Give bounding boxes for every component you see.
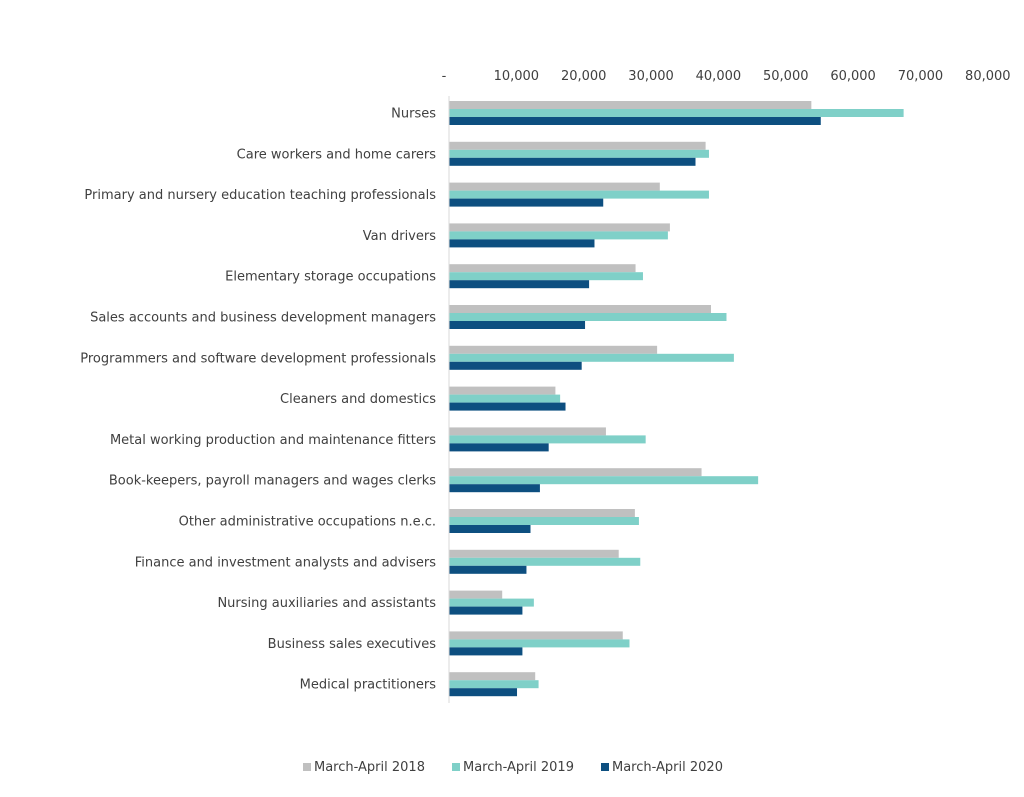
bar [449,484,540,493]
bar [449,647,523,656]
bar [449,631,623,640]
bar [449,182,660,191]
bar [449,321,586,329]
category-label: Programmers and software development pro… [80,351,436,366]
bar-group [449,468,759,493]
bar [449,361,582,370]
legend-label: March-April 2020 [612,760,723,775]
legend-label: March-April 2018 [314,760,425,775]
category-label: Finance and investment analysts and advi… [135,555,436,570]
category-label: Medical practitioners [300,678,437,693]
bar [449,157,696,166]
bar [449,149,709,158]
category-label: Other administrative occupations n.e.c. [179,515,436,530]
bar-groups [449,101,904,697]
x-tick-label: 50,000 [763,69,809,84]
bar-group [449,345,734,370]
bar [449,345,658,354]
bar [449,190,709,199]
bar [449,198,604,207]
bar [449,639,630,648]
bar [449,394,561,403]
legend-swatch [452,763,460,771]
bar [449,305,711,313]
bar [449,427,606,436]
bar-group [449,509,639,533]
bar [449,402,566,411]
bar [449,101,812,109]
bar-group [449,427,646,452]
category-labels: Nurses Care workers and home carers Primar… [80,107,436,693]
bar [449,435,646,444]
x-axis-ticks: - 10,000 20,000 30,000 40,000 50,000 60,000 70,… [442,69,1011,84]
bar-group [449,223,670,248]
bar-group [449,590,534,615]
x-tick-label: 30,000 [628,69,674,84]
legend: March-April 2018 March-April 2019 March-Ap… [303,760,723,775]
legend-swatch [601,763,609,771]
x-tick-label: 20,000 [561,69,607,84]
x-tick-label: 60,000 [830,69,876,84]
category-label: Metal working production and maintenance… [110,433,436,448]
bar-group [449,264,643,289]
bar [449,476,759,485]
category-label: Nursing auxiliaries and assistants [217,596,436,611]
category-label: Cleaners and domestics [280,392,436,407]
bar [449,680,539,689]
category-label: Nurses [391,107,436,122]
category-label: Primary and nursery education teaching p… [84,188,436,203]
bar [449,565,527,574]
bar [449,386,556,395]
bar-group [449,672,539,697]
bar [449,272,643,281]
category-label: Elementary storage occupations [225,270,436,285]
bar [449,231,668,240]
bar [449,239,595,248]
bar [449,557,641,566]
bar [449,468,702,477]
category-label: Care workers and home carers [237,147,437,162]
x-tick-label: - [442,69,447,84]
x-tick-label: 10,000 [494,69,540,84]
bar [449,223,670,232]
bar [449,517,639,525]
legend-label: March-April 2019 [463,760,574,775]
bar-group [449,386,566,411]
bar [449,509,635,517]
legend-swatch [303,763,311,771]
legend-item: March-April 2020 [601,760,723,775]
bar [449,688,518,697]
bar-group [449,549,641,574]
bar-group [449,101,904,125]
bar [449,117,821,125]
x-tick-label: 40,000 [696,69,742,84]
bar-group [449,182,709,207]
bar [449,672,536,681]
bar [449,353,734,362]
bar [449,598,534,607]
bar [449,606,523,615]
category-label: Book-keepers, payroll managers and wages… [109,474,436,489]
bar [449,264,636,273]
category-label: Business sales executives [268,637,437,652]
bar [449,443,549,452]
category-label: Van drivers [363,229,436,244]
x-tick-label: 80,000 [965,69,1011,84]
legend-item: March-April 2018 [303,760,425,775]
x-tick-label: 70,000 [898,69,944,84]
category-label: Sales accounts and business development … [90,311,436,326]
bar [449,109,904,117]
bar [449,525,531,533]
bar [449,590,503,599]
bar-group [449,305,727,329]
bar [449,313,727,321]
bar-group [449,631,630,656]
legend-item: March-April 2019 [452,760,574,775]
bar [449,141,706,150]
bar [449,280,590,289]
bar-group [449,141,709,166]
bar [449,549,619,558]
